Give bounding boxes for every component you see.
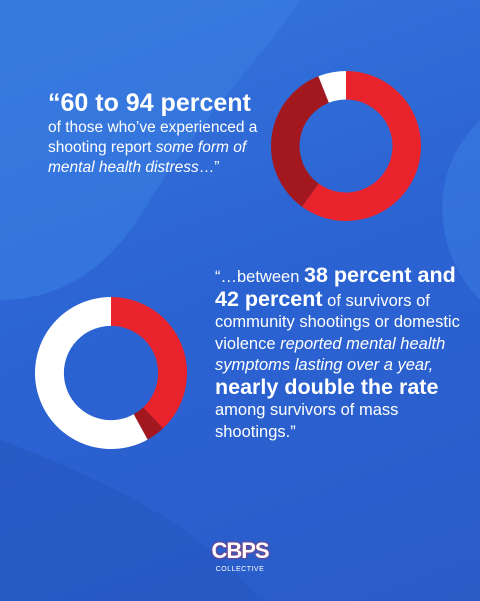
text: of survivors of community shootings or d… (215, 291, 460, 353)
donut-segment (35, 297, 148, 449)
donut-segment (111, 297, 187, 429)
donut-chart (271, 71, 421, 221)
emphasis: nearly double the rate (215, 374, 439, 399)
blob (0, 440, 260, 601)
quote: “…between 38 percent and 42 percent of s… (215, 263, 467, 443)
blob (442, 120, 480, 300)
headline: “60 to 94 percent (48, 89, 251, 117)
logo-sub: COLLECTIVE (215, 566, 265, 573)
donut-segment (133, 407, 164, 440)
emphasis: reported mental health symptoms lasting … (215, 334, 446, 375)
donut-segment (301, 71, 421, 221)
text: “…between (215, 268, 300, 286)
logo-name: CBPS (211, 538, 269, 563)
text: among survivors of mass shootings.” (215, 401, 399, 441)
emphasis: some form of mental health distress (48, 139, 247, 176)
donut-segment (318, 71, 346, 103)
logo: CBPS COLLECTIVE (190, 538, 290, 573)
emphasis: 38 percent and 42 percent (215, 263, 456, 311)
text: of those who’ve experienced a shooting r… (48, 119, 258, 156)
donut-chart (35, 297, 187, 449)
text: …” (198, 159, 220, 176)
blob (0, 0, 300, 300)
quote: “60 to 94 percent of those who’ve experi… (48, 88, 258, 178)
donut-segment (271, 76, 329, 207)
